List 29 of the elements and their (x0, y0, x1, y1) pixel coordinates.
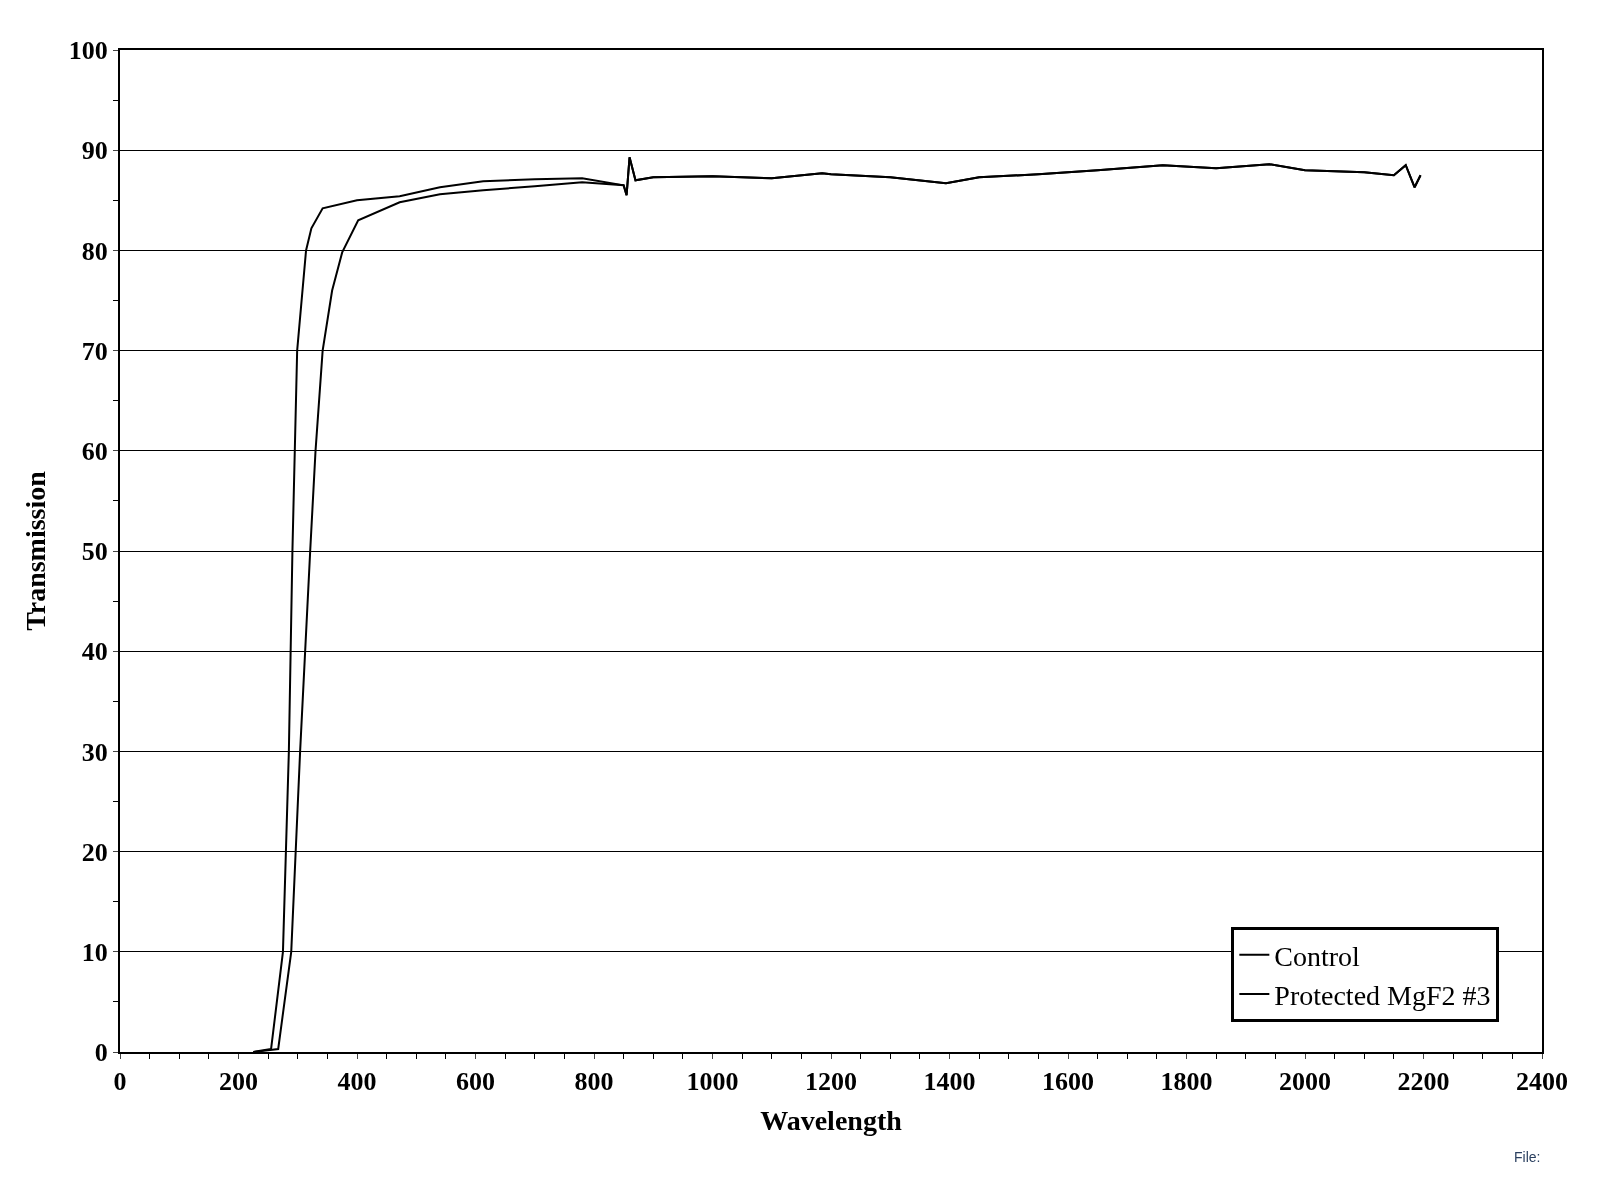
legend-label: Protected MgF2 #3 (1274, 979, 1491, 1011)
x-tick-label: 1000 (686, 1067, 739, 1097)
x-tick-label: 1200 (805, 1067, 857, 1097)
y-tick-label: 10 (81, 937, 108, 967)
x-tick-label: 2000 (1279, 1067, 1331, 1097)
y-axis-title: Transmission (20, 470, 51, 631)
y-tick-label: 40 (81, 637, 108, 667)
x-tick-label: 600 (456, 1067, 495, 1097)
x-tick-label: 2400 (1516, 1067, 1568, 1097)
text: File: (1514, 1149, 1541, 1165)
y-tick-label: 0 (94, 1038, 108, 1068)
legend-label: Control (1274, 940, 1361, 972)
x-tick-label: 1400 (923, 1067, 976, 1097)
x-tick-label: 200 (219, 1067, 258, 1097)
x-axis-title: Wavelength (760, 1104, 903, 1136)
y-tick-label: 100 (68, 36, 108, 66)
x-tick-label: 800 (574, 1067, 614, 1097)
y-tick-label: 60 (81, 436, 108, 466)
x-tick-label: 1800 (1160, 1067, 1213, 1097)
y-tick-label: 70 (81, 336, 108, 366)
y-tick-label: 90 (81, 136, 108, 166)
x-tick-label: 400 (337, 1067, 377, 1097)
x-tick-label: 2200 (1397, 1067, 1450, 1097)
y-tick-label: 30 (81, 737, 108, 767)
x-tick-label: 0 (113, 1067, 127, 1097)
x-tick-label: 1600 (1042, 1067, 1094, 1097)
y-tick-label: 50 (81, 537, 108, 567)
y-tick-label: 80 (81, 236, 108, 266)
y-tick-label: 20 (81, 837, 108, 867)
